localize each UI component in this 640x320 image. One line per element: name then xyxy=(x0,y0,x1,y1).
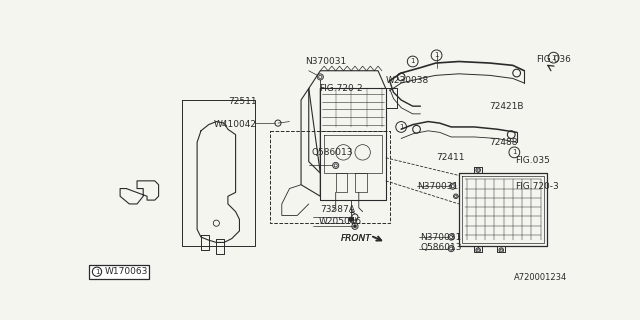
Text: N370031: N370031 xyxy=(417,182,459,191)
Circle shape xyxy=(333,162,339,169)
Circle shape xyxy=(334,164,337,167)
Circle shape xyxy=(500,249,502,251)
Circle shape xyxy=(476,248,481,252)
Circle shape xyxy=(319,75,322,78)
Text: 1: 1 xyxy=(552,55,556,61)
Circle shape xyxy=(477,169,479,171)
Text: 1: 1 xyxy=(95,269,99,275)
Bar xyxy=(90,265,149,279)
Circle shape xyxy=(454,194,458,198)
Text: N370031: N370031 xyxy=(305,57,346,66)
Text: 73587A: 73587A xyxy=(320,205,355,214)
Text: 72421B: 72421B xyxy=(490,102,524,111)
Circle shape xyxy=(454,195,457,197)
Text: FIG.035: FIG.035 xyxy=(515,156,550,164)
Circle shape xyxy=(450,236,452,239)
Text: 1: 1 xyxy=(435,52,439,58)
Circle shape xyxy=(448,245,454,252)
Circle shape xyxy=(450,247,452,250)
Circle shape xyxy=(477,249,479,251)
Circle shape xyxy=(317,74,323,80)
Circle shape xyxy=(353,225,356,228)
Text: 72511: 72511 xyxy=(228,97,257,106)
Text: W230038: W230038 xyxy=(386,76,429,85)
Text: N370031: N370031 xyxy=(420,233,461,242)
Text: 1: 1 xyxy=(512,149,516,155)
Circle shape xyxy=(476,168,481,172)
Text: W205046: W205046 xyxy=(319,217,362,226)
Circle shape xyxy=(450,183,456,189)
Text: 72488: 72488 xyxy=(490,138,518,147)
Text: FIG.720-3: FIG.720-3 xyxy=(515,182,559,191)
Text: 1: 1 xyxy=(399,124,403,130)
Text: FIG.720-2: FIG.720-2 xyxy=(319,84,362,93)
Text: A720001234: A720001234 xyxy=(513,273,566,282)
Text: 1: 1 xyxy=(410,59,415,65)
Text: Q586013: Q586013 xyxy=(420,243,462,252)
Text: Q586013: Q586013 xyxy=(311,148,353,157)
Circle shape xyxy=(349,217,353,222)
Text: W410042: W410042 xyxy=(214,120,257,129)
Text: 72411: 72411 xyxy=(436,153,464,162)
Text: FRONT: FRONT xyxy=(340,234,371,243)
Circle shape xyxy=(448,234,454,240)
Text: W170063: W170063 xyxy=(105,267,148,276)
Circle shape xyxy=(451,185,454,188)
Circle shape xyxy=(499,248,504,252)
Text: FRONT: FRONT xyxy=(340,234,371,243)
Text: FIG.036: FIG.036 xyxy=(536,55,571,64)
